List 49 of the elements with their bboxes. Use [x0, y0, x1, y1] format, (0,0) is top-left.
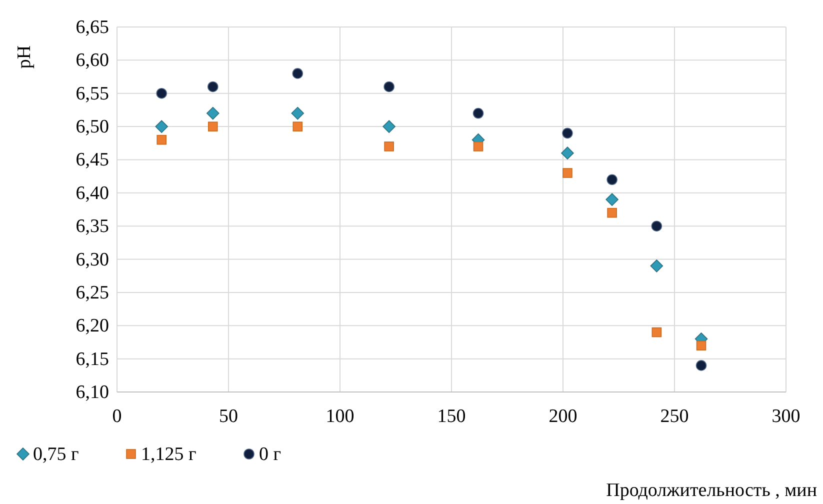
x-tick-label: 200 — [548, 406, 578, 427]
y-tick-label: 6,65 — [76, 17, 109, 38]
x-tick-label: 150 — [437, 406, 466, 427]
x-tick-label: 100 — [326, 406, 354, 427]
legend-label: 0,75 г — [33, 444, 79, 465]
y-tick-label: 6,40 — [76, 182, 109, 204]
point — [696, 360, 707, 371]
point — [562, 168, 572, 178]
point — [292, 68, 304, 79]
point — [155, 120, 168, 133]
legend-label: 0 г — [259, 444, 282, 465]
point — [206, 106, 220, 120]
y-axis-title: pH — [14, 45, 35, 69]
point — [606, 193, 618, 206]
point — [561, 146, 574, 160]
point — [651, 220, 662, 232]
x-tick-label: 0 — [112, 406, 122, 427]
y-tick-label: 6,20 — [76, 316, 109, 337]
point — [207, 81, 218, 92]
point — [156, 88, 167, 99]
x-axis-title: Продолжительность , мин — [606, 480, 817, 501]
x-tick-label: 300 — [772, 406, 800, 427]
point — [473, 142, 484, 152]
point — [208, 122, 218, 132]
x-tick-label: 50 — [219, 406, 238, 427]
point — [652, 327, 662, 338]
point — [650, 260, 664, 272]
point — [607, 208, 617, 218]
y-tick-label: 6,45 — [76, 150, 109, 171]
point — [472, 108, 484, 119]
point — [384, 81, 394, 92]
point — [696, 340, 706, 350]
point — [382, 120, 396, 133]
y-tick-label: 6,10 — [76, 382, 109, 403]
y-tick-label: 6,15 — [76, 348, 109, 370]
point — [292, 122, 303, 132]
y-tick-label: 6,35 — [76, 216, 109, 238]
point — [156, 134, 166, 145]
y-tick-label: 6,60 — [76, 50, 109, 72]
legend-label: 1,125 г — [141, 444, 196, 465]
y-tick-label: 6,50 — [76, 116, 109, 138]
y-tick-label: 6,25 — [76, 282, 109, 304]
point — [291, 106, 304, 120]
point — [606, 174, 618, 186]
point — [562, 128, 573, 139]
y-tick-label: 6,30 — [76, 249, 109, 270]
point — [384, 142, 394, 152]
y-tick-label: 6,55 — [76, 83, 109, 104]
x-tick-label: 250 — [660, 406, 689, 427]
